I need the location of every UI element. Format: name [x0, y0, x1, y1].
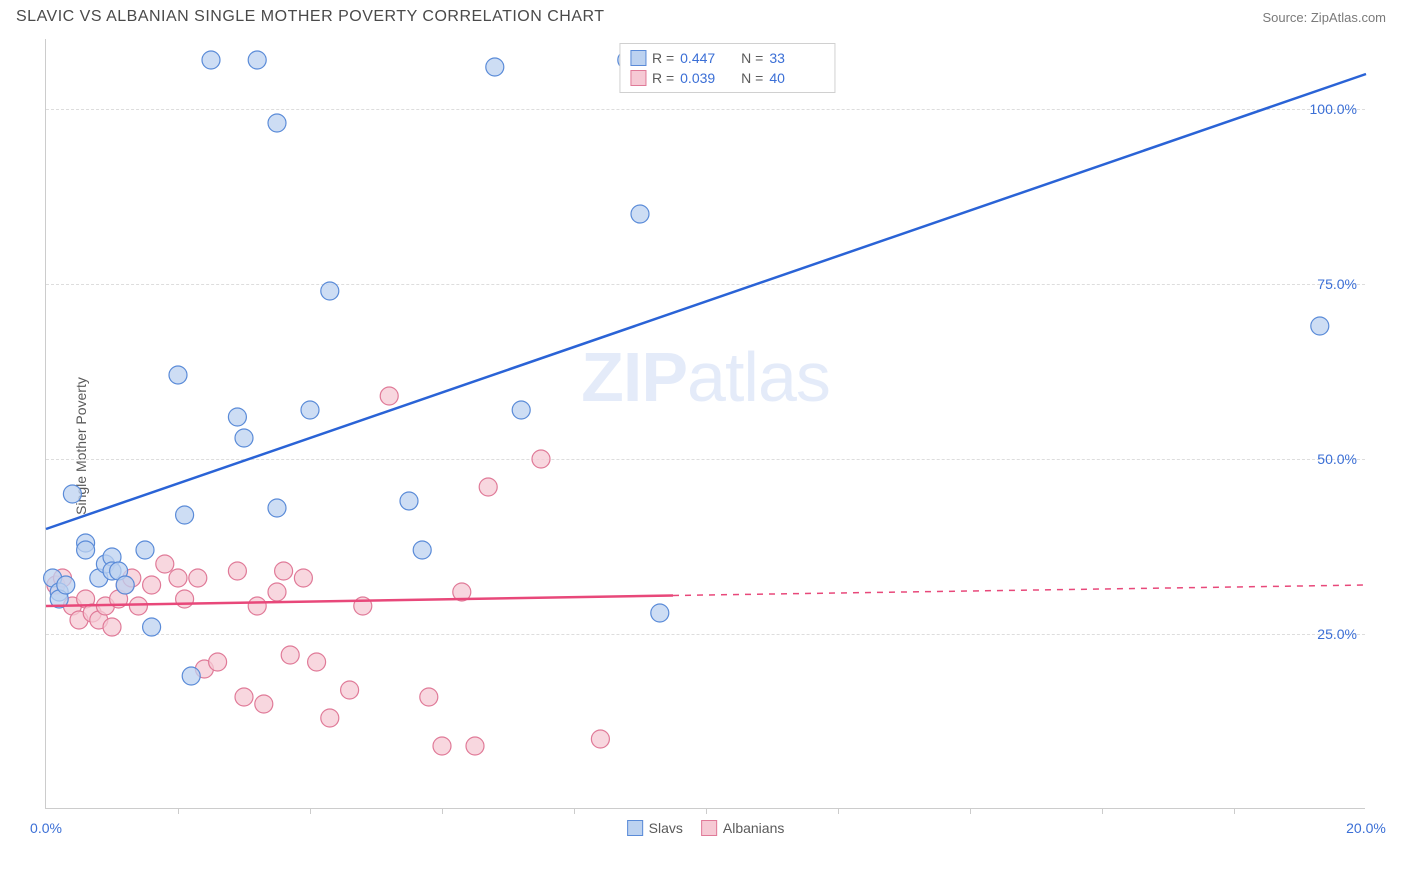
trend-line — [673, 585, 1366, 596]
data-point — [209, 653, 227, 671]
data-point — [532, 450, 550, 468]
legend-series: Slavs Albanians — [627, 820, 785, 836]
data-point — [202, 51, 220, 69]
data-point — [301, 401, 319, 419]
data-point — [420, 688, 438, 706]
data-point — [512, 401, 530, 419]
data-point — [143, 576, 161, 594]
data-point — [479, 478, 497, 496]
chart-title: SLAVIC VS ALBANIAN SINGLE MOTHER POVERTY… — [16, 8, 605, 26]
data-point — [129, 597, 147, 615]
xtick — [838, 808, 839, 814]
swatch-albanians — [630, 70, 646, 86]
legend-label-albanians: Albanians — [723, 820, 785, 836]
swatch-albanians — [701, 820, 717, 836]
data-point — [466, 737, 484, 755]
data-point — [57, 576, 75, 594]
legend-slavs-r: 0.447 — [680, 50, 725, 66]
xtick — [970, 808, 971, 814]
data-point — [308, 653, 326, 671]
xtick — [442, 808, 443, 814]
data-point — [156, 555, 174, 573]
data-point — [116, 576, 134, 594]
swatch-slavs — [630, 50, 646, 66]
xtick — [178, 808, 179, 814]
xtick-label: 0.0% — [30, 820, 62, 836]
legend-albanians-n: 40 — [769, 70, 814, 86]
legend-stats: R = 0.447 N = 33 R = 0.039 N = 40 — [619, 43, 835, 93]
data-point — [651, 604, 669, 622]
xtick — [1234, 808, 1235, 814]
data-point — [268, 499, 286, 517]
data-point — [248, 51, 266, 69]
data-point — [255, 695, 273, 713]
data-point — [413, 541, 431, 559]
data-point — [321, 282, 339, 300]
plot-area: ZIPatlas R = 0.447 N = 33 R = 0.039 N = … — [45, 39, 1365, 809]
data-point — [341, 681, 359, 699]
data-point — [268, 583, 286, 601]
data-point — [182, 667, 200, 685]
xtick — [574, 808, 575, 814]
data-point — [281, 646, 299, 664]
xtick-label: 20.0% — [1346, 820, 1386, 836]
data-point — [235, 429, 253, 447]
data-point — [77, 541, 95, 559]
data-point — [275, 562, 293, 580]
data-point — [176, 590, 194, 608]
chart-header: SLAVIC VS ALBANIAN SINGLE MOTHER POVERTY… — [0, 0, 1406, 34]
swatch-slavs — [627, 820, 643, 836]
legend-slavs-n: 33 — [769, 50, 814, 66]
data-point — [103, 618, 121, 636]
legend-label-slavs: Slavs — [649, 820, 683, 836]
data-point — [268, 114, 286, 132]
data-point — [1311, 317, 1329, 335]
chart-source: Source: ZipAtlas.com — [1262, 10, 1386, 25]
data-point — [294, 569, 312, 587]
xtick — [1102, 808, 1103, 814]
data-point — [143, 618, 161, 636]
legend-row-albanians: R = 0.039 N = 40 — [630, 68, 824, 88]
data-point — [136, 541, 154, 559]
data-point — [380, 387, 398, 405]
legend-n-label: N = — [741, 50, 763, 66]
data-point — [400, 492, 418, 510]
legend-albanians-r: 0.039 — [680, 70, 725, 86]
xtick — [310, 808, 311, 814]
legend-item-slavs: Slavs — [627, 820, 683, 836]
data-point — [189, 569, 207, 587]
trend-line — [46, 74, 1366, 529]
plot-svg — [46, 39, 1365, 808]
data-point — [63, 485, 81, 503]
chart-wrap: ZIPatlas R = 0.447 N = 33 R = 0.039 N = … — [45, 39, 1386, 809]
data-point — [591, 730, 609, 748]
data-point — [486, 58, 504, 76]
legend-r-label: R = — [652, 50, 674, 66]
data-point — [169, 569, 187, 587]
legend-n-label: N = — [741, 70, 763, 86]
data-point — [433, 737, 451, 755]
data-point — [228, 408, 246, 426]
legend-item-albanians: Albanians — [701, 820, 785, 836]
data-point — [228, 562, 246, 580]
data-point — [235, 688, 253, 706]
legend-row-slavs: R = 0.447 N = 33 — [630, 48, 824, 68]
data-point — [631, 205, 649, 223]
data-point — [248, 597, 266, 615]
data-point — [169, 366, 187, 384]
data-point — [321, 709, 339, 727]
data-point — [176, 506, 194, 524]
xtick — [706, 808, 707, 814]
legend-r-label: R = — [652, 70, 674, 86]
